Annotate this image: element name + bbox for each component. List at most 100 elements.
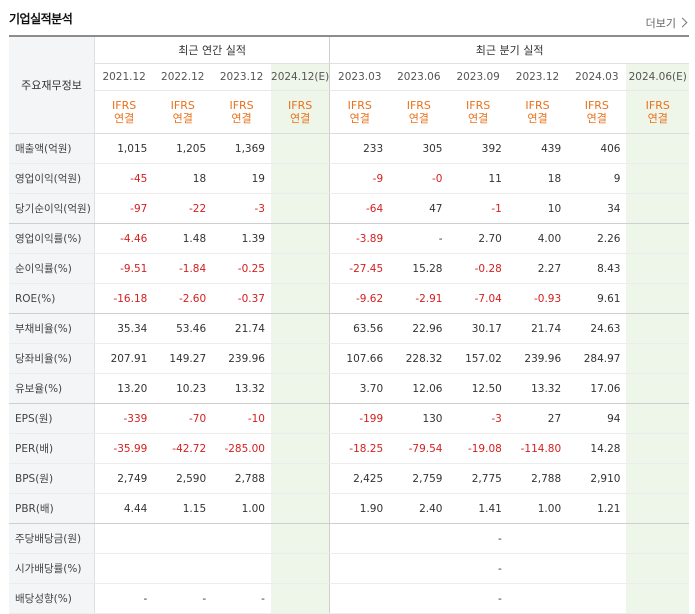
table-cell	[270, 253, 330, 284]
table-cell: 2.26	[567, 223, 627, 254]
more-label: 더보기	[645, 17, 676, 30]
table-cell	[94, 523, 154, 554]
table-cell	[270, 433, 330, 464]
standard-top: IFRS	[229, 99, 254, 112]
accounting-standard: IFRS 연결	[329, 90, 390, 134]
table-cell: 233	[329, 133, 390, 164]
table-row: 주당배당금(원) -	[9, 523, 689, 554]
table-row: PBR(배) 4.44 1.15 1.00 1.90 2.40 1.41 1.00 1.21	[9, 493, 689, 524]
table-cell: 107.66	[329, 343, 390, 374]
table-cell	[153, 553, 213, 584]
period-header: 2024.06(E)	[626, 63, 689, 91]
table-cell	[329, 583, 390, 614]
more-link[interactable]: 더보기	[645, 15, 688, 31]
table-row: BPS(원) 2,749 2,590 2,788 2,425 2,759 2,775 2,78…	[9, 463, 689, 494]
period-header: 2023.12	[212, 63, 271, 91]
table-cell: 284.97	[567, 343, 627, 374]
period-header: 2024.03	[567, 63, 627, 91]
table-cell: 392	[448, 133, 508, 164]
table-cell: 30.17	[448, 313, 508, 344]
table-cell	[567, 523, 627, 554]
table-cell: -16.18	[94, 283, 154, 314]
table-cell	[626, 253, 689, 284]
table-cell	[507, 583, 568, 614]
table-cell: 1.00	[212, 493, 271, 524]
table-cell: -10	[212, 403, 271, 434]
accounting-standard: IFRS 연결	[448, 90, 508, 134]
table-cell: -0.37	[212, 283, 271, 314]
table-cell: 406	[567, 133, 627, 164]
table-cell: 149.27	[153, 343, 213, 374]
table-cell: 8.43	[567, 253, 627, 284]
table-cell	[329, 523, 390, 554]
table-cell: 1.00	[507, 493, 568, 524]
accounting-standard: IFRS 연결	[507, 90, 568, 134]
table-cell	[270, 373, 330, 404]
table-cell: 47	[389, 193, 449, 224]
table-row: 당기순이익(억원) -97 -22 -3 -64 47 -1 10 34	[9, 193, 689, 224]
table-cell	[212, 523, 271, 554]
standard-top: IFRS	[645, 99, 670, 112]
table-cell	[270, 553, 330, 584]
table-cell	[270, 133, 330, 164]
table-row: 유보율(%) 13.20 10.23 13.32 3.70 12.06 12.50 13.32…	[9, 373, 689, 404]
standard-top: IFRS	[466, 99, 491, 112]
table-cell: -79.54	[389, 433, 449, 464]
table-cell: 19	[212, 163, 271, 194]
standard-bottom: 연결	[468, 112, 489, 125]
chevron-right-icon	[677, 17, 688, 28]
table-cell: -18.25	[329, 433, 390, 464]
table-cell	[270, 283, 330, 314]
table-cell: -0.25	[212, 253, 271, 284]
row-label: 순이익률(%)	[9, 253, 95, 284]
row-label: BPS(원)	[9, 463, 95, 494]
table-row: 순이익률(%) -9.51 -1.84 -0.25 -27.45 15.28 -0.28 2.…	[9, 253, 689, 284]
table-cell: 13.32	[507, 373, 568, 404]
table-cell: 9.61	[567, 283, 627, 314]
table-cell: -9.51	[94, 253, 154, 284]
row-label: 부채비율(%)	[9, 313, 95, 344]
table-cell	[626, 403, 689, 434]
row-label: 당기순이익(억원)	[9, 193, 95, 224]
table-cell: -7.04	[448, 283, 508, 314]
table-cell: 1,015	[94, 133, 154, 164]
table-cell	[270, 193, 330, 224]
row-label: 주당배당금(원)	[9, 523, 95, 554]
row-label: ROE(%)	[9, 283, 95, 314]
row-header-label: 주요재무정보	[9, 35, 95, 134]
standard-top: IFRS	[525, 99, 550, 112]
section-title: 기업실적분석	[9, 12, 73, 26]
period-header: 2023.03	[329, 63, 390, 91]
table-cell: 1.15	[153, 493, 213, 524]
standard-bottom: 연결	[586, 112, 607, 125]
table-cell	[626, 373, 689, 404]
table-cell: -114.80	[507, 433, 568, 464]
table-cell: 2,425	[329, 463, 390, 494]
table-cell: 2.27	[507, 253, 568, 284]
table-cell: 27	[507, 403, 568, 434]
table-cell	[153, 523, 213, 554]
table-cell: 34	[567, 193, 627, 224]
row-label: PBR(배)	[9, 493, 95, 524]
period-header: 2022.12	[153, 63, 213, 91]
standard-top: IFRS	[406, 99, 431, 112]
table-cell: -1.84	[153, 253, 213, 284]
table-cell: -0.28	[448, 253, 508, 284]
table-cell: 3.70	[329, 373, 390, 404]
row-label: 유보율(%)	[9, 373, 95, 404]
table-cell	[270, 523, 330, 554]
table-cell: 22.96	[389, 313, 449, 344]
standard-bottom: 연결	[231, 112, 252, 125]
table-cell: 9	[567, 163, 627, 194]
table-cell: 1.48	[153, 223, 213, 254]
row-label: 영업이익률(%)	[9, 223, 95, 254]
table-cell: 17.06	[567, 373, 627, 404]
table-cell	[626, 583, 689, 614]
table-cell: 15.28	[389, 253, 449, 284]
table-cell: 2,910	[567, 463, 627, 494]
table-cell: 21.74	[507, 313, 568, 344]
standard-bottom: 연결	[527, 112, 548, 125]
table-cell: -45	[94, 163, 154, 194]
standard-top: IFRS	[584, 99, 609, 112]
table-cell: 35.34	[94, 313, 154, 344]
